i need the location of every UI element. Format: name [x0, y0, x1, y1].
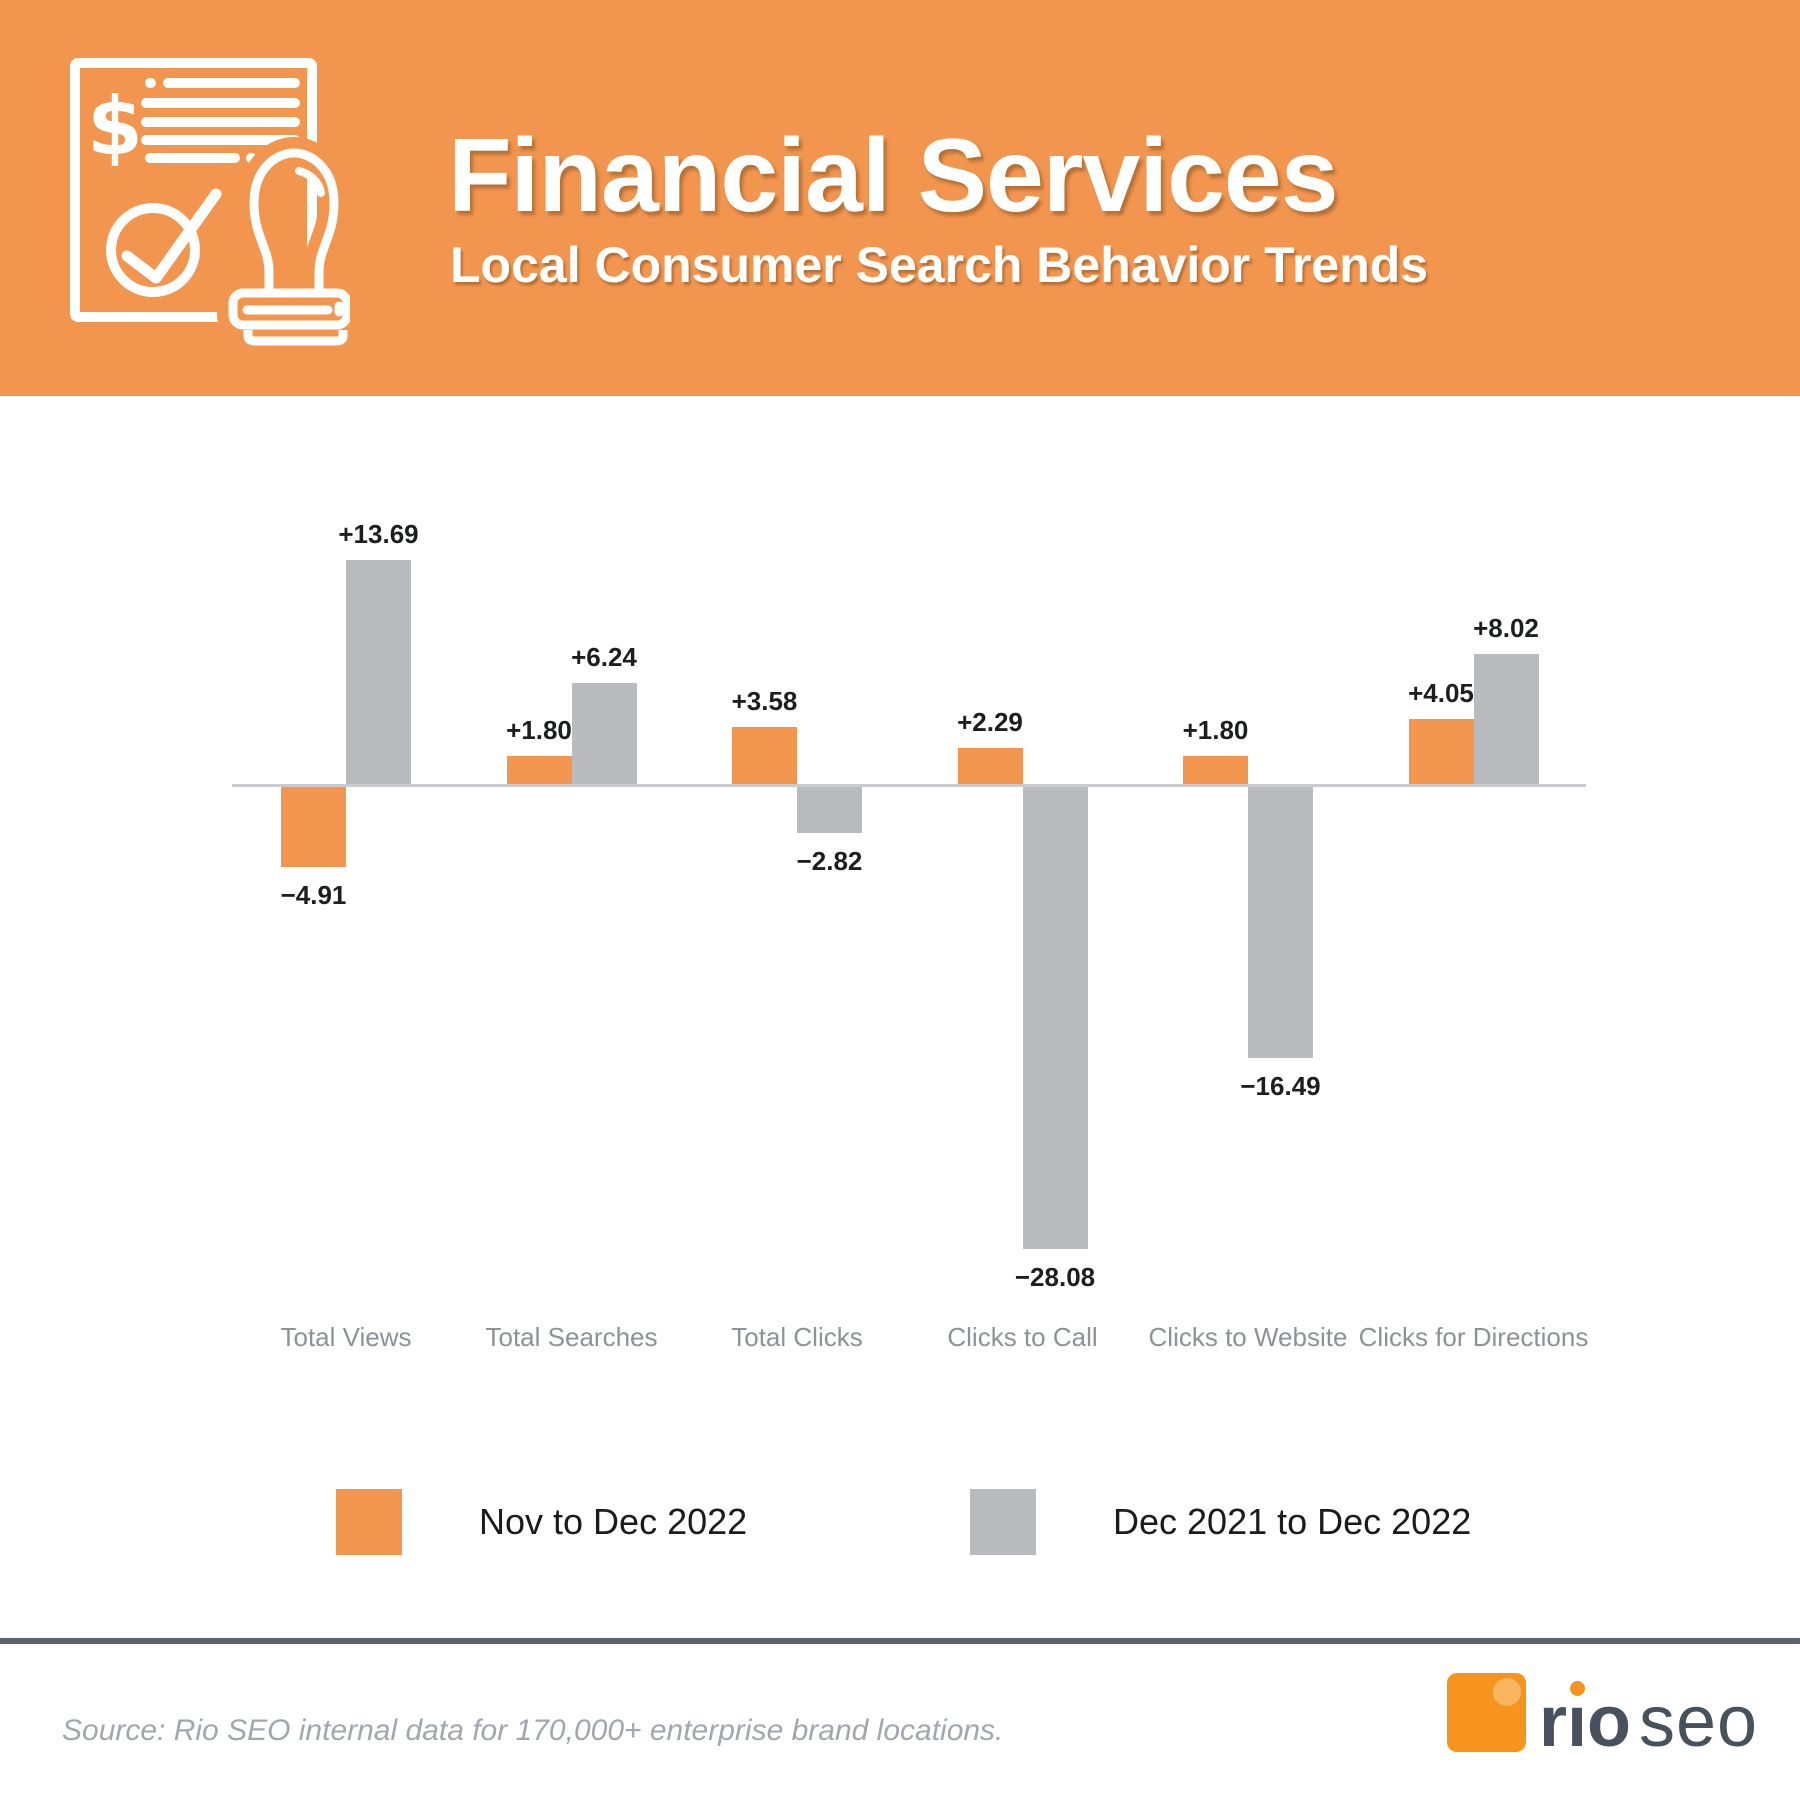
category-label-clicks-to-website: Clicks to Website	[1148, 1322, 1348, 1352]
bar-value-label-nov-to-dec-2022-clicks-to-website: +1.80	[1182, 715, 1249, 746]
category-label-total-clicks: Total Clicks	[731, 1322, 863, 1352]
legend-item-dec-2021-to-dec-2022: Dec 2021 to Dec 2022	[970, 1489, 1471, 1555]
legend-swatch-dec-2021-to-dec-2022	[970, 1489, 1036, 1555]
bar-dec-2021-to-dec-2022-clicks-to-call	[1022, 786, 1088, 1250]
legend-label-nov-to-dec-2022: Nov to Dec 2022	[479, 1501, 748, 1542]
dollar-sign-icon: $	[87, 80, 143, 173]
page-title: Financial Services	[448, 118, 1339, 234]
logo-mark-highlight-dot	[1493, 1678, 1521, 1706]
bar-value-label-nov-to-dec-2022-clicks-for-directions: +4.05	[1408, 678, 1474, 709]
logo-i-dot	[1570, 1681, 1585, 1696]
bar-value-label-dec-2021-to-dec-2022-clicks-to-website: −16.49	[1240, 1071, 1321, 1102]
bar-nov-to-dec-2022-clicks-to-website	[1183, 756, 1248, 786]
bar-value-label-nov-to-dec-2022-total-views: −4.91	[280, 880, 347, 910]
bar-value-label-nov-to-dec-2022-total-clicks: +3.58	[731, 685, 798, 716]
category-label-clicks-for-directions: Clicks for Directions	[1358, 1322, 1589, 1352]
bar-dec-2021-to-dec-2022-total-views	[346, 560, 411, 786]
stamp-icon	[228, 148, 350, 346]
check-circle-icon	[106, 203, 200, 297]
source-note: Source: Rio SEO internal data for 170,00…	[62, 1714, 1004, 1747]
bar-value-label-dec-2021-to-dec-2022-clicks-for-directions: +8.02	[1473, 612, 1539, 643]
bar-dec-2021-to-dec-2022-total-searches	[571, 683, 637, 786]
category-label-total-views: Total Views	[280, 1322, 412, 1352]
legend-label-dec-2021-to-dec-2022: Dec 2021 to Dec 2022	[1113, 1501, 1472, 1542]
logo-text-rio: rıo	[1539, 1681, 1632, 1762]
footer-divider	[0, 1638, 1800, 1644]
bar-nov-to-dec-2022-total-views	[281, 786, 346, 867]
bar-dec-2021-to-dec-2022-clicks-to-website	[1248, 786, 1313, 1059]
legend-item-nov-to-dec-2022: Nov to Dec 2022	[336, 1489, 747, 1555]
bar-dec-2021-to-dec-2022-clicks-for-directions	[1473, 653, 1539, 786]
zero-axis-line	[232, 784, 1586, 787]
category-label-clicks-to-call: Clicks to Call	[947, 1322, 1098, 1352]
page-subtitle: Local Consumer Search Behavior Trends	[450, 237, 1429, 293]
grouped-bar-chart: −4.91 +13.69 Total Views +1.80 +6.24 Total Se…	[232, 396, 1589, 1456]
financial-document-stamp-icon: $	[70, 58, 350, 346]
rioseo-logo-mark	[1447, 1673, 1526, 1752]
bar-value-label-dec-2021-to-dec-2022-total-searches: +6.24	[571, 642, 637, 673]
bar-value-label-nov-to-dec-2022-total-searches: +1.80	[506, 715, 572, 746]
bar-nov-to-dec-2022-clicks-to-call	[957, 748, 1023, 786]
bar-nov-to-dec-2022-total-clicks	[732, 726, 797, 786]
bar-dec-2021-to-dec-2022-total-clicks	[797, 786, 862, 833]
bar-nov-to-dec-2022-total-searches	[506, 756, 572, 786]
bar-nov-to-dec-2022-clicks-for-directions	[1408, 719, 1474, 786]
bar-value-label-dec-2021-to-dec-2022-total-clicks: −2.82	[796, 845, 863, 876]
bar-value-label-nov-to-dec-2022-clicks-to-call: +2.29	[957, 707, 1023, 738]
header-banner: $ Financial Services Local Consumer Sear…	[0, 0, 1800, 396]
legend-swatch-nov-to-dec-2022	[336, 1489, 402, 1555]
rioseo-logo-wordmark: rıo seo	[1539, 1681, 1759, 1762]
category-label-total-searches: Total Searches	[485, 1322, 658, 1352]
bar-value-label-dec-2021-to-dec-2022-total-views: +13.69	[338, 519, 419, 550]
bar-value-label-dec-2021-to-dec-2022-clicks-to-call: −28.08	[1014, 1262, 1096, 1293]
logo-text-seo: seo	[1639, 1682, 1759, 1762]
